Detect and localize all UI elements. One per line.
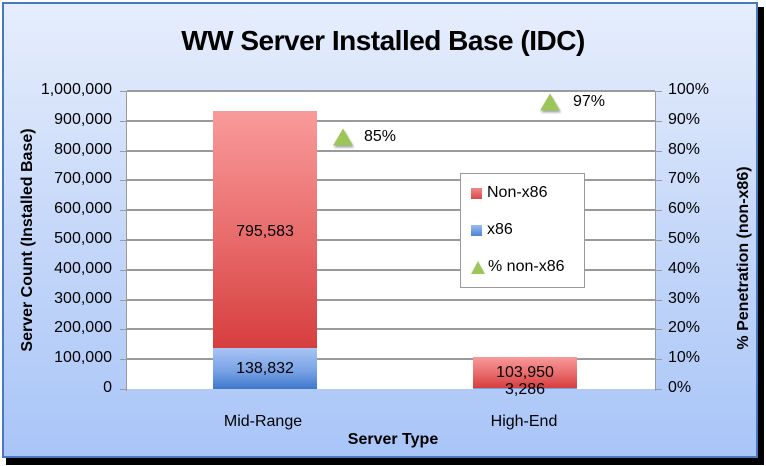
y2-tick-label: 90%: [668, 110, 701, 128]
blue-square-icon: [471, 224, 482, 236]
y2-tick: [655, 240, 662, 241]
gridline: [127, 149, 655, 152]
y2-tick: [655, 91, 662, 92]
y-tick: [120, 91, 127, 92]
legend-item-x86[interactable]: x86: [471, 221, 513, 239]
y-axis-title: Server Count (Installed Base): [19, 128, 36, 352]
y2-tick-label: 100%: [668, 81, 709, 98]
gridline: [127, 328, 655, 331]
y-tick: [120, 240, 127, 241]
legend-label: x86: [487, 221, 513, 238]
y2-tick-label: 60%: [668, 200, 701, 218]
y-tick-label: 400,000: [54, 259, 112, 277]
y2-tick: [655, 299, 662, 301]
legend-item-non-x86[interactable]: Non-x86: [471, 184, 547, 202]
data-label: 795,583: [236, 223, 294, 240]
y-tick-label: 800,000: [54, 140, 112, 158]
y2-tick: [655, 389, 662, 390]
y2-tick: [655, 329, 662, 331]
bar-mid-range[interactable]: [213, 111, 317, 389]
bar-segment-x86[interactable]: [213, 348, 317, 389]
y2-tick: [655, 359, 662, 361]
y-tick: [120, 329, 127, 331]
gridline: [127, 90, 655, 92]
data-label: 138,832: [236, 360, 294, 377]
y-tick: [120, 150, 127, 152]
bar-high-end[interactable]: [473, 357, 577, 389]
x-tick-label: Mid-Range: [223, 413, 303, 430]
y-tick: [120, 299, 127, 301]
y2-tick: [655, 180, 662, 182]
y2-tick-label: 30%: [668, 289, 701, 307]
legend: Non-x86 x86 % non-x86: [460, 173, 585, 288]
y-tick: [120, 359, 127, 361]
y-tick-label: 0: [103, 379, 112, 396]
gridline: [127, 358, 655, 361]
y-axis-line: [126, 91, 127, 391]
y2-tick-label: 10%: [668, 349, 701, 367]
y2-tick: [655, 269, 662, 271]
y2-tick: [655, 150, 662, 152]
gridline: [127, 268, 655, 271]
y-tick: [120, 269, 127, 271]
triangle-icon: [471, 260, 485, 274]
y-tick: [120, 210, 127, 212]
y2-axis-title: % Penetration (non-x86): [735, 166, 752, 350]
y2-tick-label: 40%: [668, 259, 701, 277]
y-tick-label: 1,000,000: [40, 81, 112, 98]
legend-item-pct-non-x86[interactable]: % non-x86: [471, 258, 565, 276]
y2-tick-label: 80%: [668, 140, 701, 158]
triangle-marker-icon[interactable]: [540, 93, 560, 111]
y2-tick: [655, 210, 662, 212]
y2-tick-label: 0%: [668, 379, 692, 396]
gridline: [127, 209, 655, 212]
y2-tick-label: 70%: [668, 170, 701, 188]
legend-label: Non-x86: [487, 184, 548, 201]
x-tick-label: High-End: [490, 413, 558, 430]
marker-label: 97%: [573, 93, 606, 110]
legend-label: % non-x86: [488, 258, 565, 275]
y2-tick-label: 50%: [668, 230, 701, 247]
y2-axis-line: [655, 91, 656, 391]
gridline: [127, 179, 655, 182]
bar-segment-non-x86[interactable]: [213, 111, 317, 348]
y-tick-label: 500,000: [54, 230, 112, 247]
marker-label: 85%: [364, 128, 397, 145]
y-tick-label: 600,000: [54, 200, 112, 218]
red-square-icon: [471, 187, 482, 199]
y-tick-label: 300,000: [54, 289, 112, 307]
y2-tick-label: 20%: [668, 319, 701, 337]
y-tick: [120, 120, 127, 122]
x-axis-title: Server Type: [347, 431, 439, 448]
chart-title: WW Server Installed Base (IDC): [181, 25, 585, 56]
gridline: [127, 298, 655, 301]
y-tick-label: 900,000: [54, 110, 112, 128]
y-tick-label: 700,000: [54, 170, 112, 188]
gridline: [127, 239, 655, 241]
triangle-marker-icon[interactable]: [333, 128, 353, 146]
y-tick: [120, 389, 127, 390]
y-tick-label: 200,000: [54, 319, 112, 337]
data-label: 3,286: [504, 381, 546, 398]
bar-segment-non-x86[interactable]: [473, 357, 577, 388]
data-label: 103,950: [496, 364, 554, 381]
bar-segment-x86[interactable]: [473, 388, 577, 389]
y-tick: [120, 180, 127, 182]
gridline: [127, 119, 655, 122]
y2-tick: [655, 120, 662, 122]
y-tick-label: 100,000: [54, 349, 112, 367]
